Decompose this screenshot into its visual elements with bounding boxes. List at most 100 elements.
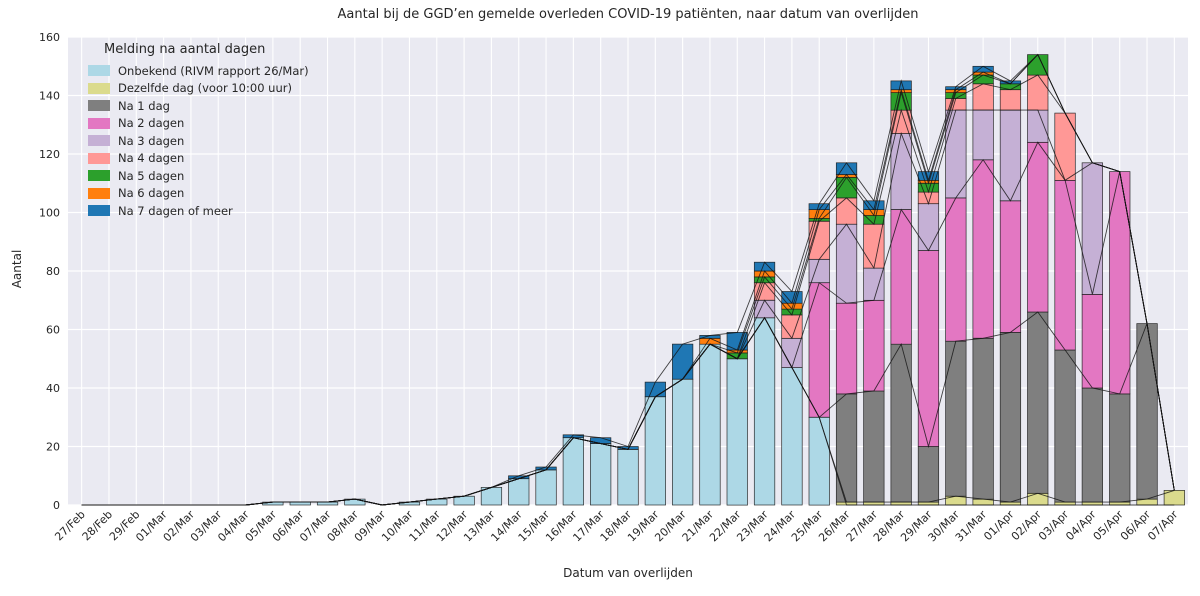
bar-segment (972, 109, 994, 161)
bar-segment (917, 250, 940, 447)
legend: Melding na aantal dagen Onbekend (RIVM r… (88, 42, 309, 220)
bar-segment (617, 449, 639, 506)
bar-segment (508, 478, 530, 506)
y-tick-label: 80 (46, 265, 60, 278)
bar-segment (781, 367, 803, 506)
y-tick-label: 20 (46, 441, 60, 454)
bar-segment (453, 495, 475, 506)
x-axis-label: Datum van overlijden (563, 566, 693, 580)
legend-title: Melding na aantal dagen (104, 42, 266, 57)
bar-segment (1136, 323, 1158, 500)
bar-segment (1109, 393, 1131, 503)
bar-segment (1081, 294, 1103, 389)
bar-segment (672, 378, 694, 506)
legend-swatch (88, 152, 110, 164)
legend-swatch (88, 205, 110, 217)
cumulative-line (81, 53, 1175, 506)
bar-segment (863, 390, 885, 503)
bar-segment (835, 393, 858, 503)
legend-label: Na 2 dagen (118, 116, 185, 131)
bar-segment (999, 109, 1022, 202)
legend-label: Na 5 dagen (118, 168, 185, 183)
bar-segment (1054, 179, 1076, 351)
legend-label: Na 4 dagen (118, 151, 185, 166)
bar-segment (917, 203, 940, 251)
bar-segment (863, 267, 885, 301)
bar-segment (1027, 54, 1049, 76)
bar-segment (1027, 141, 1049, 313)
legend-entry: Na 2 dagen (88, 115, 309, 133)
y-tick-label: 60 (46, 324, 60, 337)
y-tick-label: 140 (39, 90, 60, 103)
legend-entry: Na 1 dag (88, 97, 309, 115)
bar-segment (562, 437, 584, 506)
bar-segment (672, 343, 694, 380)
bar-segment (972, 159, 994, 339)
bar-segment (945, 340, 967, 497)
bar-segment (1027, 109, 1049, 143)
bar-segment (535, 469, 557, 506)
bar-segment (644, 381, 666, 398)
legend-swatch (88, 65, 110, 77)
bar-segment (999, 200, 1022, 333)
bar-segment (644, 396, 666, 506)
bar-segment (1027, 492, 1049, 506)
bar-segment (972, 337, 994, 500)
legend-label: Dezelfde dag (voor 10:00 uur) (118, 81, 292, 96)
bar-segment (1081, 387, 1103, 503)
legend-label: Na 6 dagen (118, 186, 185, 201)
bar-segment (590, 443, 612, 506)
bar-segment (890, 92, 912, 111)
legend-label: Na 3 dagen (118, 133, 185, 148)
legend-label: Onbekend (RIVM rapport 26/Mar) (118, 63, 309, 78)
y-tick-label: 160 (39, 31, 60, 44)
y-tick-label: 100 (39, 207, 60, 220)
bar-segment (699, 343, 721, 506)
legend-entry: Na 4 dagen (88, 150, 309, 168)
bar-segment (753, 317, 776, 506)
legend-entry: Na 3 dagen (88, 132, 309, 150)
bar-segment (1054, 349, 1076, 503)
legend-entry: Dezelfde dag (voor 10:00 uur) (88, 80, 309, 98)
bar-segment (835, 302, 858, 395)
y-tick-label: 0 (53, 499, 60, 512)
x-tick-label: 07/Apr (1145, 508, 1181, 544)
bar-segment (1081, 162, 1103, 295)
bar-segment (1027, 311, 1049, 494)
y-tick-label: 40 (46, 382, 60, 395)
bar-segment (890, 343, 912, 503)
legend-items: Onbekend (RIVM rapport 26/Mar) Dezelfde d… (88, 62, 309, 220)
bar-segment (999, 89, 1022, 111)
bar-segment (1163, 490, 1185, 506)
bar-segment (808, 282, 830, 418)
legend-label: Na 7 dagen of meer (118, 203, 233, 218)
legend-entry: Na 7 dagen of meer (88, 202, 309, 220)
legend-entry: Na 5 dagen (88, 167, 309, 185)
legend-swatch (88, 187, 110, 199)
legend-swatch (88, 117, 110, 129)
bar-segment (781, 337, 803, 368)
legend-swatch (88, 100, 110, 112)
y-tick-label: 120 (39, 148, 60, 161)
bar-segment (1027, 74, 1049, 111)
y-axis-label: Aantal (10, 249, 24, 289)
bar-segment (726, 358, 748, 506)
legend-swatch (88, 170, 110, 182)
bar-segment (999, 83, 1022, 91)
bar-segment (917, 446, 940, 503)
bar-segment (999, 332, 1022, 503)
legend-entry: Onbekend (RIVM rapport 26/Mar) (88, 62, 309, 80)
x-tick-label: 31/Mar (953, 508, 990, 545)
legend-entry: Na 6 dagen (88, 185, 309, 203)
bar-segment (890, 133, 912, 210)
bar-segment (835, 197, 858, 225)
bar-segment (890, 209, 912, 345)
chart-title: Aantal bij de GGD’en gemelde overleden C… (337, 7, 919, 22)
bar-segment (808, 416, 830, 506)
legend-swatch (88, 135, 110, 147)
bar-segment (590, 437, 612, 444)
bar-segment (917, 191, 940, 205)
legend-label: Na 1 dag (118, 98, 170, 113)
